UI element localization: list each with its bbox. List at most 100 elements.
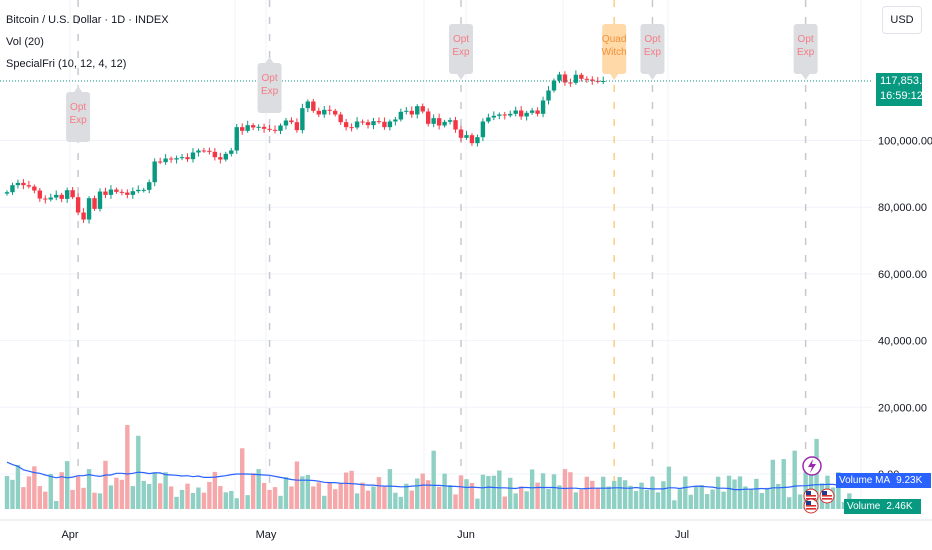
volume-bar — [398, 496, 404, 509]
candle-body — [152, 161, 157, 183]
candle-body — [130, 191, 136, 195]
marker-label-text: Opt — [644, 34, 660, 45]
candle-body — [590, 79, 595, 81]
candle-body — [43, 198, 48, 200]
volume-bar — [715, 476, 721, 509]
marker-label-text: Exp — [797, 47, 815, 58]
candle-body — [491, 115, 497, 118]
candle-body — [409, 110, 414, 115]
volume-bar — [207, 481, 212, 509]
candle-body — [387, 121, 393, 128]
candle-body — [278, 125, 283, 131]
volume-bar — [759, 493, 765, 509]
candle-body — [48, 197, 53, 200]
volume-bar — [322, 495, 327, 509]
marker-label-text: Opt — [453, 34, 469, 45]
special-day-marker: Opt Exp — [66, 86, 91, 142]
volume-bar — [43, 491, 48, 509]
volume-bar — [267, 489, 272, 509]
volume-bar — [4, 476, 10, 509]
volume-bar — [797, 494, 803, 509]
candle-body — [97, 191, 103, 209]
volume-bar — [125, 425, 130, 509]
volume-bar — [518, 486, 524, 509]
volume-bar — [316, 482, 321, 509]
volume-bar — [382, 486, 387, 509]
candle-body — [354, 121, 360, 128]
candle-body — [32, 186, 37, 191]
volume-bar — [595, 488, 600, 509]
volume-indicator-label[interactable]: Vol (20) — [6, 36, 44, 48]
volume-bar — [21, 487, 26, 509]
volume-bar — [464, 479, 469, 509]
volume-value: 2.46K — [883, 499, 922, 514]
volume-bar — [611, 480, 617, 509]
marker-label-text: Opt — [70, 102, 86, 113]
volume-bar — [289, 486, 294, 509]
volume-bar — [185, 483, 190, 509]
price-axis-label: 100,000.00 — [878, 136, 932, 148]
candle-body — [261, 126, 267, 129]
candle-body — [601, 80, 606, 82]
candle-body — [272, 129, 278, 131]
flag-stripe — [822, 495, 832, 497]
candle-body — [196, 150, 201, 153]
volume-bar — [475, 498, 480, 509]
candle-body — [92, 198, 97, 209]
candle-body — [382, 121, 387, 128]
volume-bar — [234, 498, 239, 509]
volume-bar — [508, 477, 513, 509]
candle-body — [436, 118, 442, 126]
candle-body — [141, 189, 146, 191]
candle-body — [179, 157, 185, 159]
volume-bar — [64, 461, 70, 509]
time-axis-label: Apr — [61, 529, 78, 541]
volume-bar — [103, 460, 108, 509]
volume-bar — [497, 470, 502, 509]
currency-button[interactable]: USD — [882, 6, 922, 34]
candle-body — [338, 114, 343, 123]
candle-body — [168, 158, 174, 160]
volume-bar — [568, 472, 573, 509]
candle-body — [15, 182, 21, 186]
volume-bar — [622, 480, 628, 509]
candle-body — [136, 189, 141, 192]
volume-bar — [770, 459, 775, 509]
marker-label-text: Witch — [602, 47, 627, 58]
volume-bar — [491, 475, 497, 509]
volume-bar — [704, 494, 710, 509]
marker-box — [640, 24, 665, 74]
volume-bar — [393, 492, 398, 509]
special-day-marker: Opt Exp — [793, 24, 818, 80]
volume-bar — [272, 487, 278, 509]
volume-bar — [672, 500, 677, 509]
candle-body — [207, 150, 212, 152]
lightning-icon — [802, 456, 822, 476]
candle-body — [289, 120, 294, 123]
chart-title: Bitcoin / U.S. Dollar · 1D · INDEX — [6, 14, 169, 26]
us-flag-icon — [819, 488, 835, 504]
flag-stripe — [806, 505, 816, 507]
volume-bar — [294, 461, 300, 509]
volume-bar — [223, 492, 228, 509]
volume-bar — [787, 497, 792, 509]
volume-bar — [201, 492, 207, 509]
volume-bar — [240, 448, 245, 509]
candle-body — [245, 125, 250, 131]
special-day-marker: Opt Exp — [640, 24, 665, 80]
candle-body — [497, 114, 502, 116]
volume-bar — [415, 478, 420, 509]
flag-stripe — [806, 495, 816, 497]
candle-body — [75, 197, 81, 213]
volume-bar — [458, 475, 464, 509]
volume-bar — [529, 469, 535, 509]
volume-bar — [371, 486, 376, 509]
specialfri-indicator-label[interactable]: SpecialFri (10, 12, 4, 12) — [6, 58, 127, 70]
volume-bar — [190, 493, 196, 509]
marker-label-text: Exp — [261, 86, 279, 97]
candle-body — [250, 125, 256, 128]
candle-body — [475, 137, 480, 144]
candle-body — [70, 190, 75, 198]
volume-bar — [601, 476, 606, 509]
